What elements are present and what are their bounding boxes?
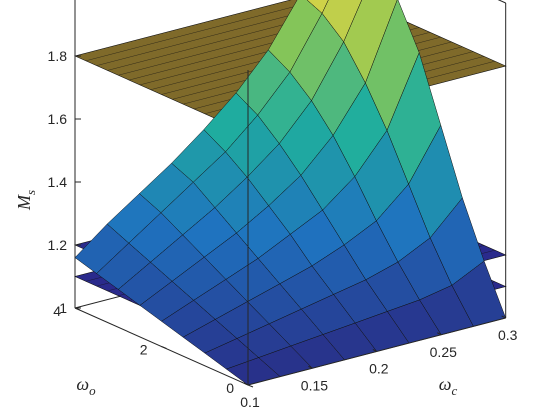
x-tick-label: 0.15 (301, 377, 328, 393)
y-axis-label: ωo (76, 374, 96, 398)
x-tick-mark (308, 365, 313, 369)
y-tick-label: 0 (226, 380, 234, 396)
z-tick-label: 1.8 (48, 48, 68, 64)
z-tick-label: 1.2 (48, 237, 68, 253)
y-tick-mark (161, 346, 167, 349)
x-tick-label: 0.2 (369, 361, 389, 377)
x-tick-label: 0.25 (430, 344, 457, 360)
z-tick-label: 2 (59, 0, 67, 1)
z-tick-label: 1 (59, 300, 67, 316)
x-tick-mark (437, 332, 442, 336)
x-tick-mark (243, 382, 249, 386)
surface-patch (306, 0, 329, 14)
z-axis-label: Ms (14, 190, 38, 211)
surfaces-layer (74, 0, 507, 386)
x-tick-mark (501, 315, 506, 319)
x-tick-label: 0.1 (240, 394, 260, 410)
surface-patch (321, 0, 363, 43)
y-tick-label: 4 (53, 303, 61, 319)
x-tick-mark (372, 349, 378, 352)
z-tick-label: 1.4 (48, 174, 68, 190)
x-axis-label: ωc (439, 374, 458, 398)
y-tick-mark (247, 384, 254, 388)
y-tick-label: 2 (140, 342, 148, 358)
x-tick-label: 0.3 (498, 327, 518, 343)
z-tick-label: 1.6 (48, 111, 68, 127)
y-tick-mark (74, 307, 81, 311)
ticks-layer: 1 1.2 1.4 1.6 1.8 2 0 2 4 0.1 0.15 0.2 0.25 0.3 (48, 0, 518, 410)
